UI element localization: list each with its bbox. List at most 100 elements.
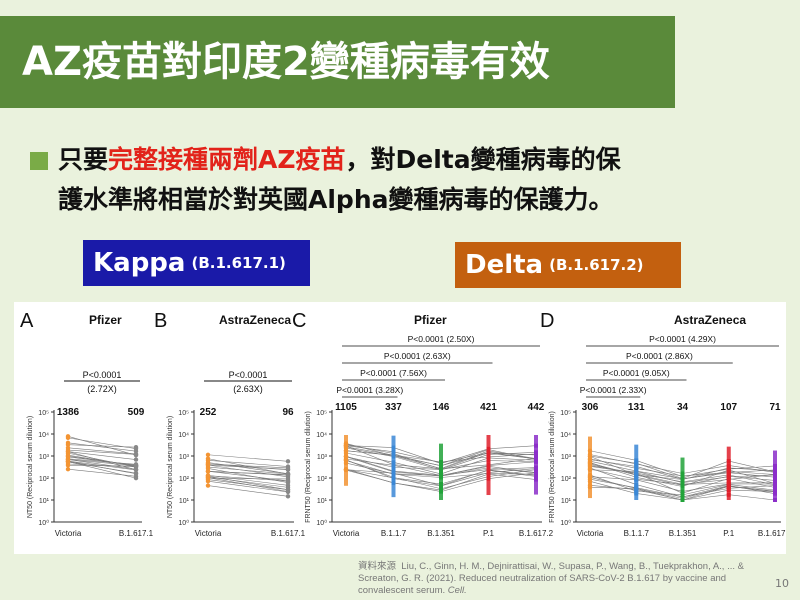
comparison-label-D: P<0.0001 (4.29X)	[649, 334, 716, 344]
median-label-A: 1386	[57, 407, 80, 418]
median-label-C: 146	[433, 402, 450, 413]
pair-line-D	[728, 478, 776, 488]
pair-line-D	[682, 483, 729, 492]
pair-line-D	[589, 485, 637, 490]
delta-code: (B.1.617.2)	[549, 256, 644, 274]
data-point-B	[205, 452, 211, 457]
pair-line-C	[440, 467, 489, 477]
pair-line-D	[682, 472, 729, 477]
pair-line-A	[67, 437, 137, 449]
pair-line-D	[728, 484, 776, 491]
y-tick-label-D: 10¹	[561, 498, 572, 505]
panel-letter-D: D	[540, 310, 554, 332]
data-point-B	[285, 483, 291, 488]
pair-line-D	[636, 489, 683, 501]
x-tick-label-C: B.1.1.7	[381, 529, 407, 538]
pair-line-A	[67, 468, 137, 477]
pair-line-B	[207, 470, 289, 476]
y-tick-label-C: 10³	[317, 454, 328, 461]
delta-name: Delta	[465, 250, 544, 280]
y-tick-label-C: 10¹	[317, 498, 328, 505]
delta-label-box: Delta (B.1.617.2)	[455, 242, 681, 288]
pair-line-C	[345, 450, 394, 456]
bullet-line-1: 只要完整接種兩劑AZ疫苗，對Delta變種病毒的保	[58, 142, 621, 178]
x-tick-label-C: Victoria	[333, 529, 360, 538]
pair-line-D	[636, 462, 683, 479]
pair-line-C	[345, 445, 394, 453]
pair-line-A	[67, 461, 137, 474]
pair-line-B	[207, 475, 289, 482]
median-label-D: 306	[582, 402, 599, 413]
slide-title: AZ疫苗對印度2變種病毒有效	[22, 39, 550, 85]
citation-lead: 資料來源	[358, 561, 397, 572]
pair-line-C	[393, 473, 442, 478]
data-point-A	[65, 454, 71, 459]
y-tick-label-D: 10²	[561, 476, 572, 483]
pair-line-D	[682, 476, 729, 483]
comparison-label-C: P<0.0001 (3.28X)	[336, 385, 403, 395]
p-value-B: P<0.0001	[229, 370, 268, 380]
pair-line-D	[682, 465, 729, 474]
pair-line-D	[636, 472, 683, 494]
data-point-B	[205, 483, 211, 488]
x-tick-label-C: B.1.617.2	[519, 529, 554, 538]
fold-change-A: (2.72X)	[87, 384, 117, 394]
bullet-line1-pre: 只要	[58, 145, 109, 174]
data-point-B	[285, 473, 291, 478]
pair-line-C	[440, 476, 489, 490]
y-axis-label-B: NT50 (Reciprocal serum dilution)	[167, 416, 174, 518]
bullet-line-2: 護水準將相當於對英國Alpha變種病毒的保護力。	[58, 185, 614, 214]
pair-line-D	[682, 474, 729, 483]
pair-line-A	[67, 461, 137, 479]
pair-line-C	[488, 468, 537, 473]
y-tick-label-B: 10⁵	[178, 410, 189, 417]
median-label-C: 442	[528, 402, 545, 413]
pair-line-D	[728, 474, 776, 478]
y-tick-label-B: 10³	[179, 454, 190, 461]
figure-panel: A Pfizer 10⁰ 10¹ 10² 10³ 10⁴ 10⁵ NT50 (Reciproca…	[14, 302, 793, 554]
pair-line-C	[345, 469, 394, 474]
pair-line-B	[207, 470, 289, 482]
pair-line-D	[636, 493, 683, 501]
pair-line-C	[345, 458, 394, 466]
pair-line-C	[393, 451, 442, 463]
pair-line-C	[393, 455, 442, 469]
pair-line-D	[636, 468, 683, 477]
y-tick-label-C: 10⁴	[316, 432, 327, 439]
pair-line-C	[440, 478, 489, 492]
pair-line-D	[589, 467, 637, 485]
pair-line-C	[488, 450, 537, 459]
x-tick-label-D: B.1.617.2	[758, 529, 786, 538]
pair-line-C	[345, 447, 394, 457]
bullet-line1-highlight: 完整接種兩劑AZ疫苗	[108, 145, 346, 174]
pair-line-C	[488, 473, 537, 480]
pair-line-D	[636, 490, 683, 496]
data-point-B	[205, 461, 211, 467]
pair-line-D	[728, 489, 776, 492]
pair-line-D	[636, 484, 683, 498]
panel-letter-A: A	[20, 310, 34, 332]
pair-line-C	[393, 482, 442, 492]
data-point-B	[285, 494, 291, 499]
pair-line-D	[728, 469, 776, 473]
pair-line-A	[67, 442, 137, 452]
pair-line-A	[67, 458, 137, 465]
pair-line-D	[728, 475, 776, 481]
y-tick-label-D: 10⁴	[560, 432, 571, 439]
pair-line-B	[207, 479, 289, 491]
pair-line-D	[636, 487, 683, 498]
panel-title-B: AstraZeneca	[219, 313, 291, 327]
pair-line-C	[488, 458, 537, 466]
pair-line-D	[682, 484, 729, 496]
data-point-B	[205, 468, 211, 474]
x-tick-label-C: P.1	[483, 529, 495, 538]
data-point-B	[205, 458, 211, 463]
data-point-A	[65, 440, 71, 446]
pair-line-C	[488, 460, 537, 462]
pair-line-C	[345, 455, 394, 472]
y-tick-label-A: 10⁴	[38, 432, 49, 439]
pair-line-D	[589, 474, 637, 492]
pair-line-C	[440, 472, 489, 478]
pair-line-C	[393, 472, 442, 486]
pair-line-B	[207, 480, 289, 493]
